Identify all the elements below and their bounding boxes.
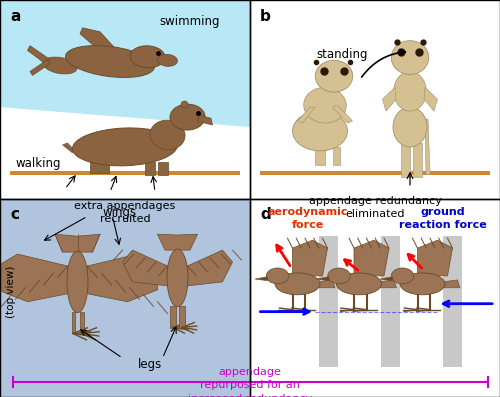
Polygon shape bbox=[292, 240, 328, 276]
Polygon shape bbox=[158, 234, 198, 250]
Polygon shape bbox=[145, 162, 155, 175]
Ellipse shape bbox=[67, 251, 88, 313]
Polygon shape bbox=[379, 280, 396, 288]
Polygon shape bbox=[28, 46, 50, 64]
Polygon shape bbox=[72, 312, 75, 333]
Polygon shape bbox=[90, 161, 99, 173]
Bar bbox=[381, 236, 400, 367]
Ellipse shape bbox=[400, 273, 445, 295]
Bar bbox=[0, 198, 250, 397]
Polygon shape bbox=[158, 162, 168, 175]
Text: d: d bbox=[260, 207, 271, 222]
Bar bbox=[250, 198, 500, 397]
Ellipse shape bbox=[150, 120, 185, 150]
Polygon shape bbox=[425, 119, 430, 175]
Polygon shape bbox=[298, 107, 315, 123]
Ellipse shape bbox=[394, 71, 426, 111]
Bar bbox=[0, 0, 250, 198]
Polygon shape bbox=[179, 306, 185, 328]
Text: appendage
repurposed for an
increased redundancy: appendage repurposed for an increased re… bbox=[188, 367, 312, 397]
Ellipse shape bbox=[391, 41, 429, 75]
Polygon shape bbox=[332, 147, 340, 165]
Polygon shape bbox=[0, 254, 68, 302]
Polygon shape bbox=[318, 280, 335, 288]
Ellipse shape bbox=[316, 60, 353, 92]
Polygon shape bbox=[382, 87, 396, 111]
Polygon shape bbox=[316, 277, 329, 281]
Polygon shape bbox=[354, 240, 389, 276]
Polygon shape bbox=[80, 312, 84, 333]
Ellipse shape bbox=[304, 87, 346, 123]
Polygon shape bbox=[62, 143, 75, 153]
Polygon shape bbox=[424, 87, 438, 111]
Ellipse shape bbox=[158, 54, 178, 66]
Ellipse shape bbox=[170, 104, 205, 130]
Polygon shape bbox=[55, 234, 100, 252]
Polygon shape bbox=[88, 254, 158, 302]
Text: a: a bbox=[10, 9, 20, 24]
Ellipse shape bbox=[43, 57, 77, 74]
Polygon shape bbox=[122, 250, 168, 286]
Polygon shape bbox=[380, 277, 392, 281]
Polygon shape bbox=[315, 147, 325, 165]
Polygon shape bbox=[418, 240, 452, 276]
Bar bbox=[0, 198, 250, 397]
Polygon shape bbox=[100, 161, 109, 173]
Text: appendage redundancy
eliminated: appendage redundancy eliminated bbox=[308, 196, 442, 219]
Ellipse shape bbox=[391, 268, 413, 284]
Ellipse shape bbox=[393, 107, 427, 147]
Text: standing: standing bbox=[317, 48, 368, 61]
Ellipse shape bbox=[336, 273, 382, 295]
Text: c: c bbox=[10, 207, 19, 222]
Ellipse shape bbox=[72, 128, 178, 166]
Text: ground
reaction force: ground reaction force bbox=[398, 207, 486, 229]
Ellipse shape bbox=[266, 268, 288, 284]
Polygon shape bbox=[188, 250, 232, 286]
Polygon shape bbox=[170, 306, 176, 328]
Ellipse shape bbox=[130, 46, 165, 68]
Text: (top view): (top view) bbox=[6, 266, 16, 318]
Ellipse shape bbox=[275, 273, 320, 295]
Text: wings: wings bbox=[103, 206, 137, 219]
Bar bbox=[250, 198, 500, 397]
Polygon shape bbox=[0, 107, 250, 198]
Bar bbox=[250, 0, 500, 198]
Bar bbox=[0, 0, 250, 198]
Polygon shape bbox=[332, 105, 352, 123]
Bar bbox=[250, 0, 500, 198]
Polygon shape bbox=[30, 60, 50, 75]
Bar bbox=[319, 236, 338, 367]
Polygon shape bbox=[401, 143, 410, 177]
Polygon shape bbox=[255, 277, 268, 281]
Ellipse shape bbox=[328, 268, 350, 284]
Text: aerodynamic
force: aerodynamic force bbox=[267, 207, 348, 229]
Polygon shape bbox=[413, 143, 422, 177]
Text: walking: walking bbox=[15, 158, 60, 170]
Text: swimming: swimming bbox=[160, 15, 220, 28]
Bar bbox=[260, 171, 490, 175]
Text: b: b bbox=[260, 9, 271, 24]
Ellipse shape bbox=[292, 111, 348, 151]
Polygon shape bbox=[198, 115, 212, 125]
Text: extra appendages
recruited: extra appendages recruited bbox=[74, 201, 176, 224]
Polygon shape bbox=[442, 280, 460, 288]
Ellipse shape bbox=[167, 249, 188, 306]
Text: legs: legs bbox=[138, 358, 162, 370]
Ellipse shape bbox=[66, 46, 154, 77]
Bar bbox=[443, 236, 462, 367]
Polygon shape bbox=[80, 28, 120, 56]
Bar bbox=[10, 171, 240, 175]
